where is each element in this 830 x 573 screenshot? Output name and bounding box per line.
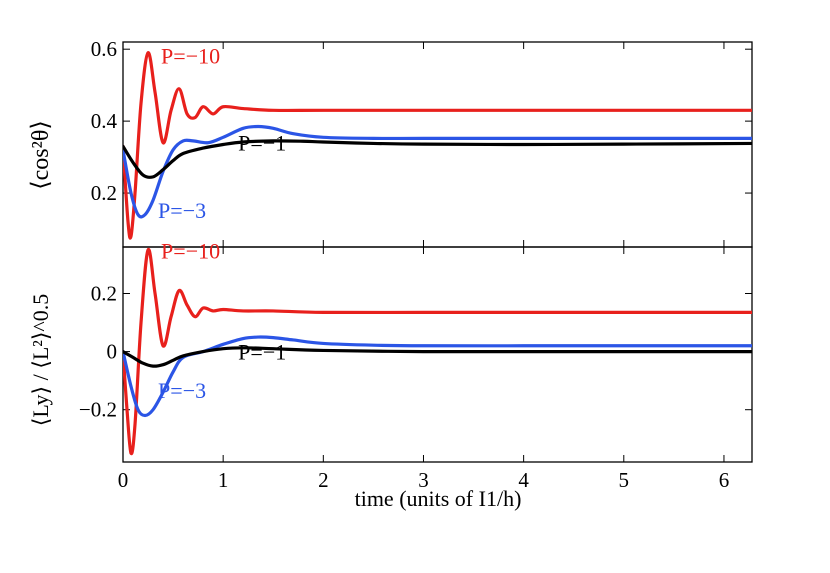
bottom-series-label-2: P=−1 [238,340,286,365]
top-ytick-label: 0.4 [91,109,118,133]
top-ylabel: ⟨cos²θ⟩ [28,120,54,189]
top-series-line-1 [123,124,752,219]
top-series-line-2 [123,139,752,179]
top-series-label-1: P=−3 [158,198,206,223]
top-series-line-0 [123,51,752,240]
top-panel: 0.2 0.4 0.6 P=−10 P=−3 P=−1 [91,37,753,248]
bottom-ytick-label: −0.2 [79,398,117,422]
top-series-label-0: P=−10 [161,44,220,69]
bottom-xtick-label: 4 [518,468,529,492]
bottom-xtick-label: 3 [418,468,429,492]
bottom-series-label-1: P=−3 [158,378,206,403]
bottom-xtick-label: 0 [118,468,129,492]
top-ylabel-group: ⟨cos²θ⟩ [28,120,54,189]
top-ytick-label: 0.2 [91,181,117,205]
bottom-series-label-0: P=−10 [161,239,220,264]
bottom-panel: −0.2 0 0.2 0 1 2 3 4 5 6 P=−10 P=−3 P=−1 [79,239,753,492]
top-ytick-label: 0.6 [91,37,117,61]
bottom-ylabel: ⟨Ly⟩ / ⟨L²⟩^0.5 [28,294,53,427]
bottom-ylabel-group: ⟨Ly⟩ / ⟨L²⟩^0.5 [28,294,53,427]
bottom-series-line-1 [123,335,752,418]
bottom-xtick-label: 2 [318,468,329,492]
x-axis-label: time (units of I1/h) [355,486,522,511]
bottom-xtick-label: 6 [719,468,730,492]
bottom-ytick-label: 0.2 [91,281,117,305]
bottom-ytick-label: 0 [107,340,118,364]
top-series-label-2: P=−1 [238,131,286,156]
bottom-xtick-label: 5 [619,468,630,492]
bottom-xtick-label: 1 [218,468,229,492]
bottom-series-line-2 [123,346,752,368]
